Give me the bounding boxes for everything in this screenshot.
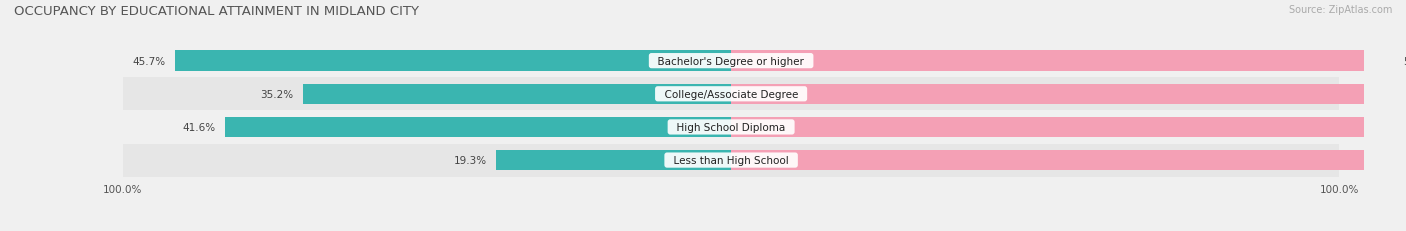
Bar — [122, 45, 1340, 78]
Bar — [731, 84, 1406, 105]
Text: 19.3%: 19.3% — [453, 155, 486, 165]
Text: Source: ZipAtlas.com: Source: ZipAtlas.com — [1288, 5, 1392, 15]
Text: High School Diploma: High School Diploma — [671, 122, 792, 132]
Bar — [122, 144, 1340, 177]
Bar — [731, 117, 1406, 138]
Text: 45.7%: 45.7% — [132, 56, 166, 66]
Bar — [731, 51, 1393, 72]
Text: Less than High School: Less than High School — [666, 155, 796, 165]
Bar — [225, 117, 731, 138]
Text: 54.4%: 54.4% — [1403, 56, 1406, 66]
Text: OCCUPANCY BY EDUCATIONAL ATTAINMENT IN MIDLAND CITY: OCCUPANCY BY EDUCATIONAL ATTAINMENT IN M… — [14, 5, 419, 18]
Bar — [122, 78, 1340, 111]
Bar — [176, 51, 731, 72]
Bar — [496, 150, 731, 171]
Text: 41.6%: 41.6% — [183, 122, 215, 132]
Text: 35.2%: 35.2% — [260, 89, 292, 99]
Text: College/Associate Degree: College/Associate Degree — [658, 89, 804, 99]
Bar — [731, 150, 1406, 171]
Text: Bachelor's Degree or higher: Bachelor's Degree or higher — [651, 56, 811, 66]
Bar — [122, 111, 1340, 144]
Bar — [302, 84, 731, 105]
